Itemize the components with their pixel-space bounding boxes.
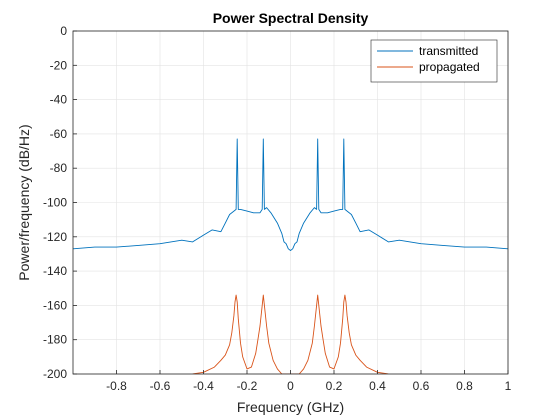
- x-tick-label: 1: [505, 379, 512, 393]
- series-line-propagated: [192, 294, 389, 374]
- x-tick-label: -0.8: [106, 379, 127, 393]
- y-tick-label: -20: [50, 58, 68, 72]
- ticks: -0.8 -0.6 -0.4 -0.2 0 0.2 0.4 0.6 0.8 1 0 -20 -40 -60…: [43, 24, 512, 393]
- y-tick-label: -200: [43, 367, 67, 381]
- y-tick-label: 0: [60, 24, 67, 38]
- x-tick-label: 0.2: [326, 379, 343, 393]
- series-layer: [73, 138, 508, 374]
- y-tick-label: -80: [50, 161, 68, 175]
- x-tick-label: 0.8: [456, 379, 473, 393]
- x-tick-label: -0.4: [193, 379, 214, 393]
- chart-title: Power Spectral Density: [213, 10, 369, 26]
- x-axis-label: Frequency (GHz): [237, 399, 344, 415]
- x-tick-label: -0.2: [237, 379, 258, 393]
- y-tick-label: -140: [43, 264, 67, 278]
- legend-label-propagated: propagated: [419, 60, 480, 74]
- x-tick-label: 0.6: [413, 379, 430, 393]
- y-tick-label: -180: [43, 333, 67, 347]
- y-axis-label: Power/frequency (dB/Hz): [16, 124, 32, 280]
- y-tick-label: -60: [50, 127, 68, 141]
- x-tick-label: 0: [287, 379, 294, 393]
- legend: transmitted propagated: [370, 39, 498, 83]
- x-tick-label: 0.4: [369, 379, 386, 393]
- legend-label-transmitted: transmitted: [419, 44, 478, 58]
- x-tick-label: -0.6: [150, 379, 171, 393]
- y-tick-label: -160: [43, 298, 67, 312]
- y-tick-label: -100: [43, 196, 67, 210]
- legend-box: [370, 39, 498, 83]
- y-tick-label: -40: [50, 93, 68, 107]
- series-line-transmitted: [73, 138, 508, 251]
- y-tick-label: -120: [43, 230, 67, 244]
